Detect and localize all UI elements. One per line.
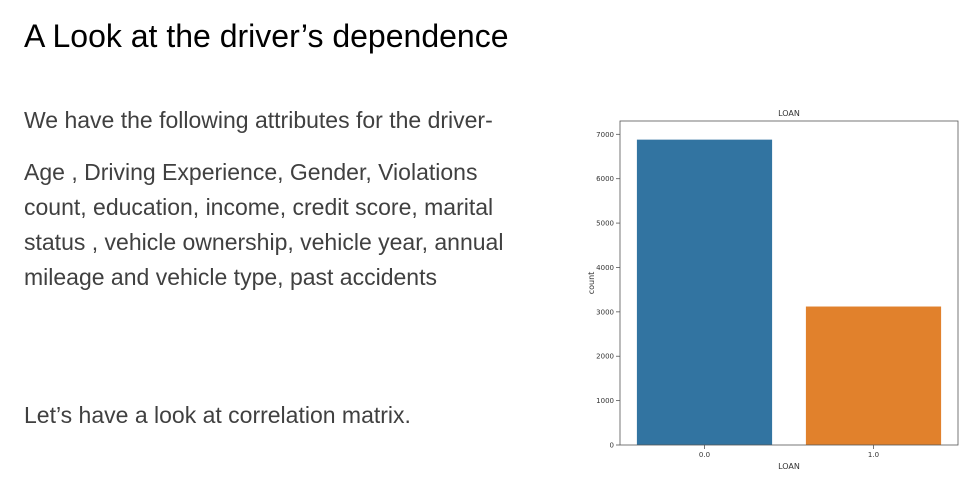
x-tick-label: 1.0: [868, 451, 879, 459]
outro-text: Let’s have a look at correlation matrix.: [24, 402, 411, 428]
x-axis-title: LOAN: [778, 462, 800, 471]
chart-canvas: 0 1000 2000 3000 4000 5000 6000 7000 0.0 1.0 LOAN L…: [578, 104, 968, 476]
loan-bar-chart: 0 1000 2000 3000 4000 5000 6000 7000 0.0 1.0 LOAN L…: [578, 104, 968, 476]
y-tick-label: 2000: [596, 353, 614, 361]
y-axis-title: count: [587, 272, 596, 295]
y-tick-label: 5000: [596, 220, 614, 228]
y-tick-label: 6000: [596, 175, 614, 183]
y-tick-label: 7000: [596, 131, 614, 139]
bar-0.0: [636, 139, 773, 445]
y-tick-label: 4000: [596, 264, 614, 272]
y-tick-label: 3000: [596, 308, 614, 316]
chart-svg: 0 1000 2000 3000 4000 5000 6000 7000 0.0 1.0 LOAN L…: [587, 109, 959, 471]
plot-frame: [619, 120, 959, 446]
slide-title: A Look at the driver’s dependence: [24, 18, 509, 54]
chart-title: LOAN: [778, 109, 800, 118]
y-tick-label: 0: [610, 442, 614, 450]
attributes-text: Age , Driving Experience, Gender, Violat…: [24, 159, 504, 290]
bar-1.0: [805, 306, 942, 445]
y-tick-label: 1000: [596, 397, 614, 405]
intro-text: We have the following attributes for the…: [24, 107, 493, 133]
x-tick-label: 0.0: [699, 451, 710, 459]
